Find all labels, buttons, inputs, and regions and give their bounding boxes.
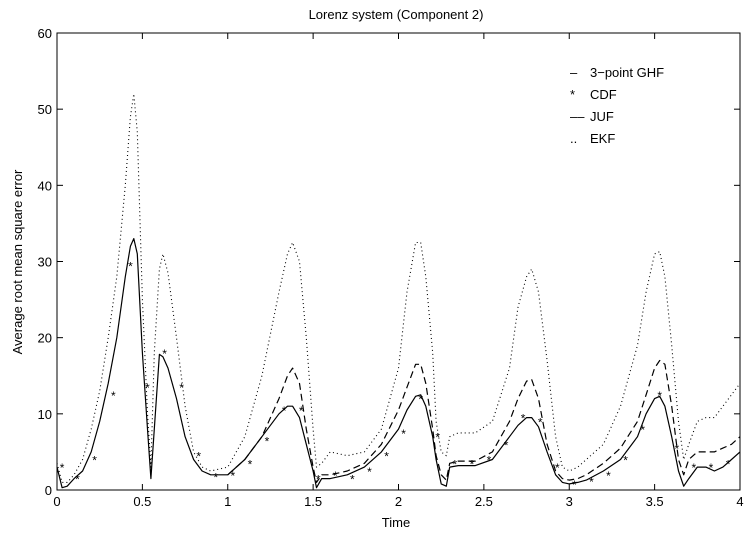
y-tick-label: 50 [38,102,52,117]
cdf-star-marker: * [538,415,543,429]
cdf-star-marker: * [179,381,184,395]
series-layer: * * * * * * * * * * * * * * * * * * * * * * * * * * * * * * * * * * * * * * * * [56,93,741,492]
legend-label: JUF [590,109,614,124]
x-tick-label: 0 [53,494,60,509]
legend-symbol: .. [570,131,577,146]
plot-area-frame [56,32,741,491]
cdf-star-marker: * [231,469,236,483]
cdf-star-marker: * [555,461,560,475]
cdf-star-marker: * [657,389,662,403]
y-tick-label: 10 [38,407,52,422]
cdf-star-marker: * [162,347,167,361]
cdf-star-marker: * [299,404,304,418]
cdf-star-marker: * [401,427,406,441]
cdf-star-marker: * [196,450,201,464]
cdf-star-marker: * [487,454,492,468]
cdf-star-marker: * [623,454,628,468]
cdf-star-marker: * [470,457,475,471]
legend-symbol: –– [570,109,585,124]
x-tick-label: 2 [395,494,402,509]
cdf-star-marker: * [75,473,80,487]
cdf-star-marker: * [145,381,150,395]
x-tick-label: 0.5 [133,494,151,509]
cdf-star-marker: * [418,393,423,407]
cdf-star-marker: * [606,469,611,483]
cdf-star-marker: * [350,473,355,487]
y-tick-label: 20 [38,331,52,346]
legend: –3−point GHF * CDF –– JUF.. EKF [570,65,664,146]
cdf-star-marker: * [367,465,372,479]
cdf-star-marker: * [572,478,577,492]
legend-symbol: – [570,65,578,80]
cdf-star-marker: * [674,442,679,456]
cdf-star-marker: * [726,457,731,471]
y-axis-label: Average root mean square error [10,169,25,354]
x-tick-label: 4 [736,494,743,509]
cdf-star-marker: * [265,434,270,448]
cdf-star-marker: * [435,431,440,445]
cdf-star-marker: * [213,470,218,484]
cdf-star-marker: * [521,412,526,426]
x-tick-label: 3.5 [646,494,664,509]
cdf-star-marker: * [709,461,714,475]
cdf-star-marker: * [504,438,509,452]
y-tick-label: 40 [38,178,52,193]
series-line-3-point-ghf [56,238,741,489]
x-axis-label: Time [382,515,410,530]
cdf-star-marker: * [111,389,116,403]
legend-label: EKF [590,131,615,146]
x-tick-label: 1 [224,494,231,509]
series-line-juf [227,359,741,483]
cdf-star-marker: * [128,259,133,273]
y-tick-label: 60 [38,26,52,41]
cdf-star-marker: * [60,461,65,475]
cdf-star-marker: * [589,475,594,489]
cdf-star-marker: * [640,423,645,437]
y-tick-label: 30 [38,255,52,270]
legend-label: 3−point GHF [590,65,664,80]
legend-label: CDF [590,87,617,102]
legend-symbol: * [570,87,575,102]
chart-title: Lorenz system (Component 2) [309,7,484,22]
cdf-star-marker: * [248,457,253,471]
cdf-star-marker: * [282,404,287,418]
cdf-star-marker: * [333,469,338,483]
cdf-star-marker: * [453,457,458,471]
series-cdf: * * * * * * * * * * * * * * * * * * * * * * * * * * * * * * * * * * * * * * * * [60,259,731,492]
cdf-star-marker: * [316,473,321,487]
y-tick-label: 0 [45,483,52,498]
cdf-star-marker: * [384,450,389,464]
cdf-star-marker: * [92,454,97,468]
x-tick-label: 2.5 [475,494,493,509]
series-line-ekf [56,93,741,483]
x-tick-label: 1.5 [304,494,322,509]
x-tick-label: 3 [566,494,573,509]
cdf-star-marker: * [692,461,697,475]
